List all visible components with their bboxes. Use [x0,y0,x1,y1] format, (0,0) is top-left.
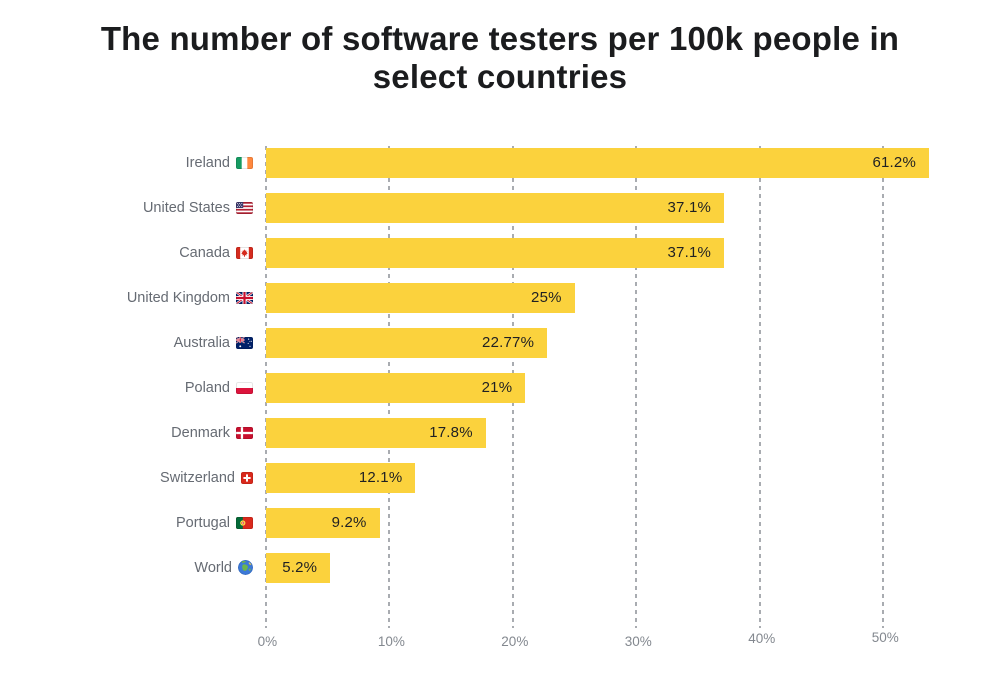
bar-value-label: 37.1% [667,199,712,216]
poland-flag-icon [236,381,253,394]
x-axis: 0% 10% 20% 30% 40% 50% [258,630,929,656]
bar-chart: Ireland 61.2% United States 37.1% Canada… [0,140,1000,649]
bar-value-label: 5.2% [282,559,318,576]
bar: 37.1% [266,192,725,223]
country-label: United States [142,199,230,216]
bar-track: 37.1% [266,192,929,223]
bar-value-label: 37.1% [667,244,712,261]
denmark-flag-icon [236,426,253,439]
bar-row: United States 37.1% [0,185,1000,230]
united-states-flag-icon [236,201,253,214]
bar-value-label: 22.77% [482,334,535,351]
canada-flag-icon [236,246,253,259]
bar: 5.2% [266,552,331,583]
country-label: Ireland [185,154,230,171]
category-label-cell: United States [0,200,266,216]
bar-track: 5.2% [266,552,929,583]
chart-title: The number of software testers per 100k … [0,0,1000,96]
category-label-cell: Poland [0,380,266,396]
bar-track: 22.77% [266,327,929,358]
bar-value-label: 25% [531,289,562,306]
bar-row: Ireland 61.2% [0,140,1000,185]
country-label: Switzerland [160,469,235,486]
bar-value-label: 61.2% [872,154,916,171]
country-label: Denmark [171,424,230,441]
bar-track: 17.8% [266,417,929,448]
country-label: Australia [173,334,230,351]
x-axis-tick-label: 50% [871,630,899,645]
category-label-cell: World [0,560,266,576]
bar-track: 37.1% [266,237,929,268]
bar-value-label: 12.1% [358,469,403,486]
australia-flag-icon [236,336,253,349]
world-flag-icon [238,560,253,575]
x-axis-tick-label: 40% [748,631,776,646]
country-label: World [194,559,232,576]
bar-row: Australia 22.77% [0,320,1000,365]
category-label-cell: Ireland [0,155,266,171]
bar: 21% [266,372,526,403]
bar: 12.1% [266,462,416,493]
chart-title-line-2: select countries [372,58,628,95]
bar-track: 21% [266,372,929,403]
bar-row: Denmark 17.8% [0,410,1000,455]
bar-row: Canada 37.1% [0,230,1000,275]
bar: 61.2% [266,147,929,178]
category-label-cell: United Kingdom [0,290,266,306]
bar-track: 9.2% [266,507,929,538]
category-label-cell: Canada [0,245,266,261]
country-label: Portugal [175,514,230,531]
bar: 37.1% [266,237,725,268]
bar-rows: Ireland 61.2% United States 37.1% Canada… [0,140,1000,590]
bar: 9.2% [266,507,380,538]
bar-value-label: 21% [481,379,513,396]
switzerland-flag-icon [241,471,253,484]
ireland-flag-icon [236,156,253,169]
x-axis-tick-label: 20% [501,634,529,649]
country-label: Poland [184,379,230,396]
bar-row: Poland 21% [0,365,1000,410]
bar-track: 61.2% [266,147,929,178]
category-label-cell: Denmark [0,425,266,441]
bar: 17.8% [266,417,486,448]
chart-title-line-1: The number of software testers per 100k … [100,20,900,57]
category-label-cell: Switzerland [0,470,266,486]
x-axis-tick-label: 30% [624,634,652,649]
category-label-cell: Australia [0,335,266,351]
bar-row: Portugal 9.2% [0,500,1000,545]
bar-track: 12.1% [266,462,929,493]
bar-row: World 5.2% [0,545,1000,590]
bar-value-label: 9.2% [331,514,367,531]
bar-row: Switzerland 12.1% [0,455,1000,500]
bar-value-label: 17.8% [429,424,473,441]
country-label: Canada [179,244,230,261]
country-label: United Kingdom [126,289,230,306]
x-axis-tick-label: 0% [257,634,278,649]
portugal-flag-icon [236,516,253,529]
united-kingdom-flag-icon [236,291,253,304]
category-label-cell: Portugal [0,515,266,531]
bar: 22.77% [266,327,548,358]
bar-track: 25% [266,282,929,313]
bar-row: United Kingdom 25% [0,275,1000,320]
x-axis-tick-label: 10% [377,634,405,649]
bar: 25% [266,282,575,313]
